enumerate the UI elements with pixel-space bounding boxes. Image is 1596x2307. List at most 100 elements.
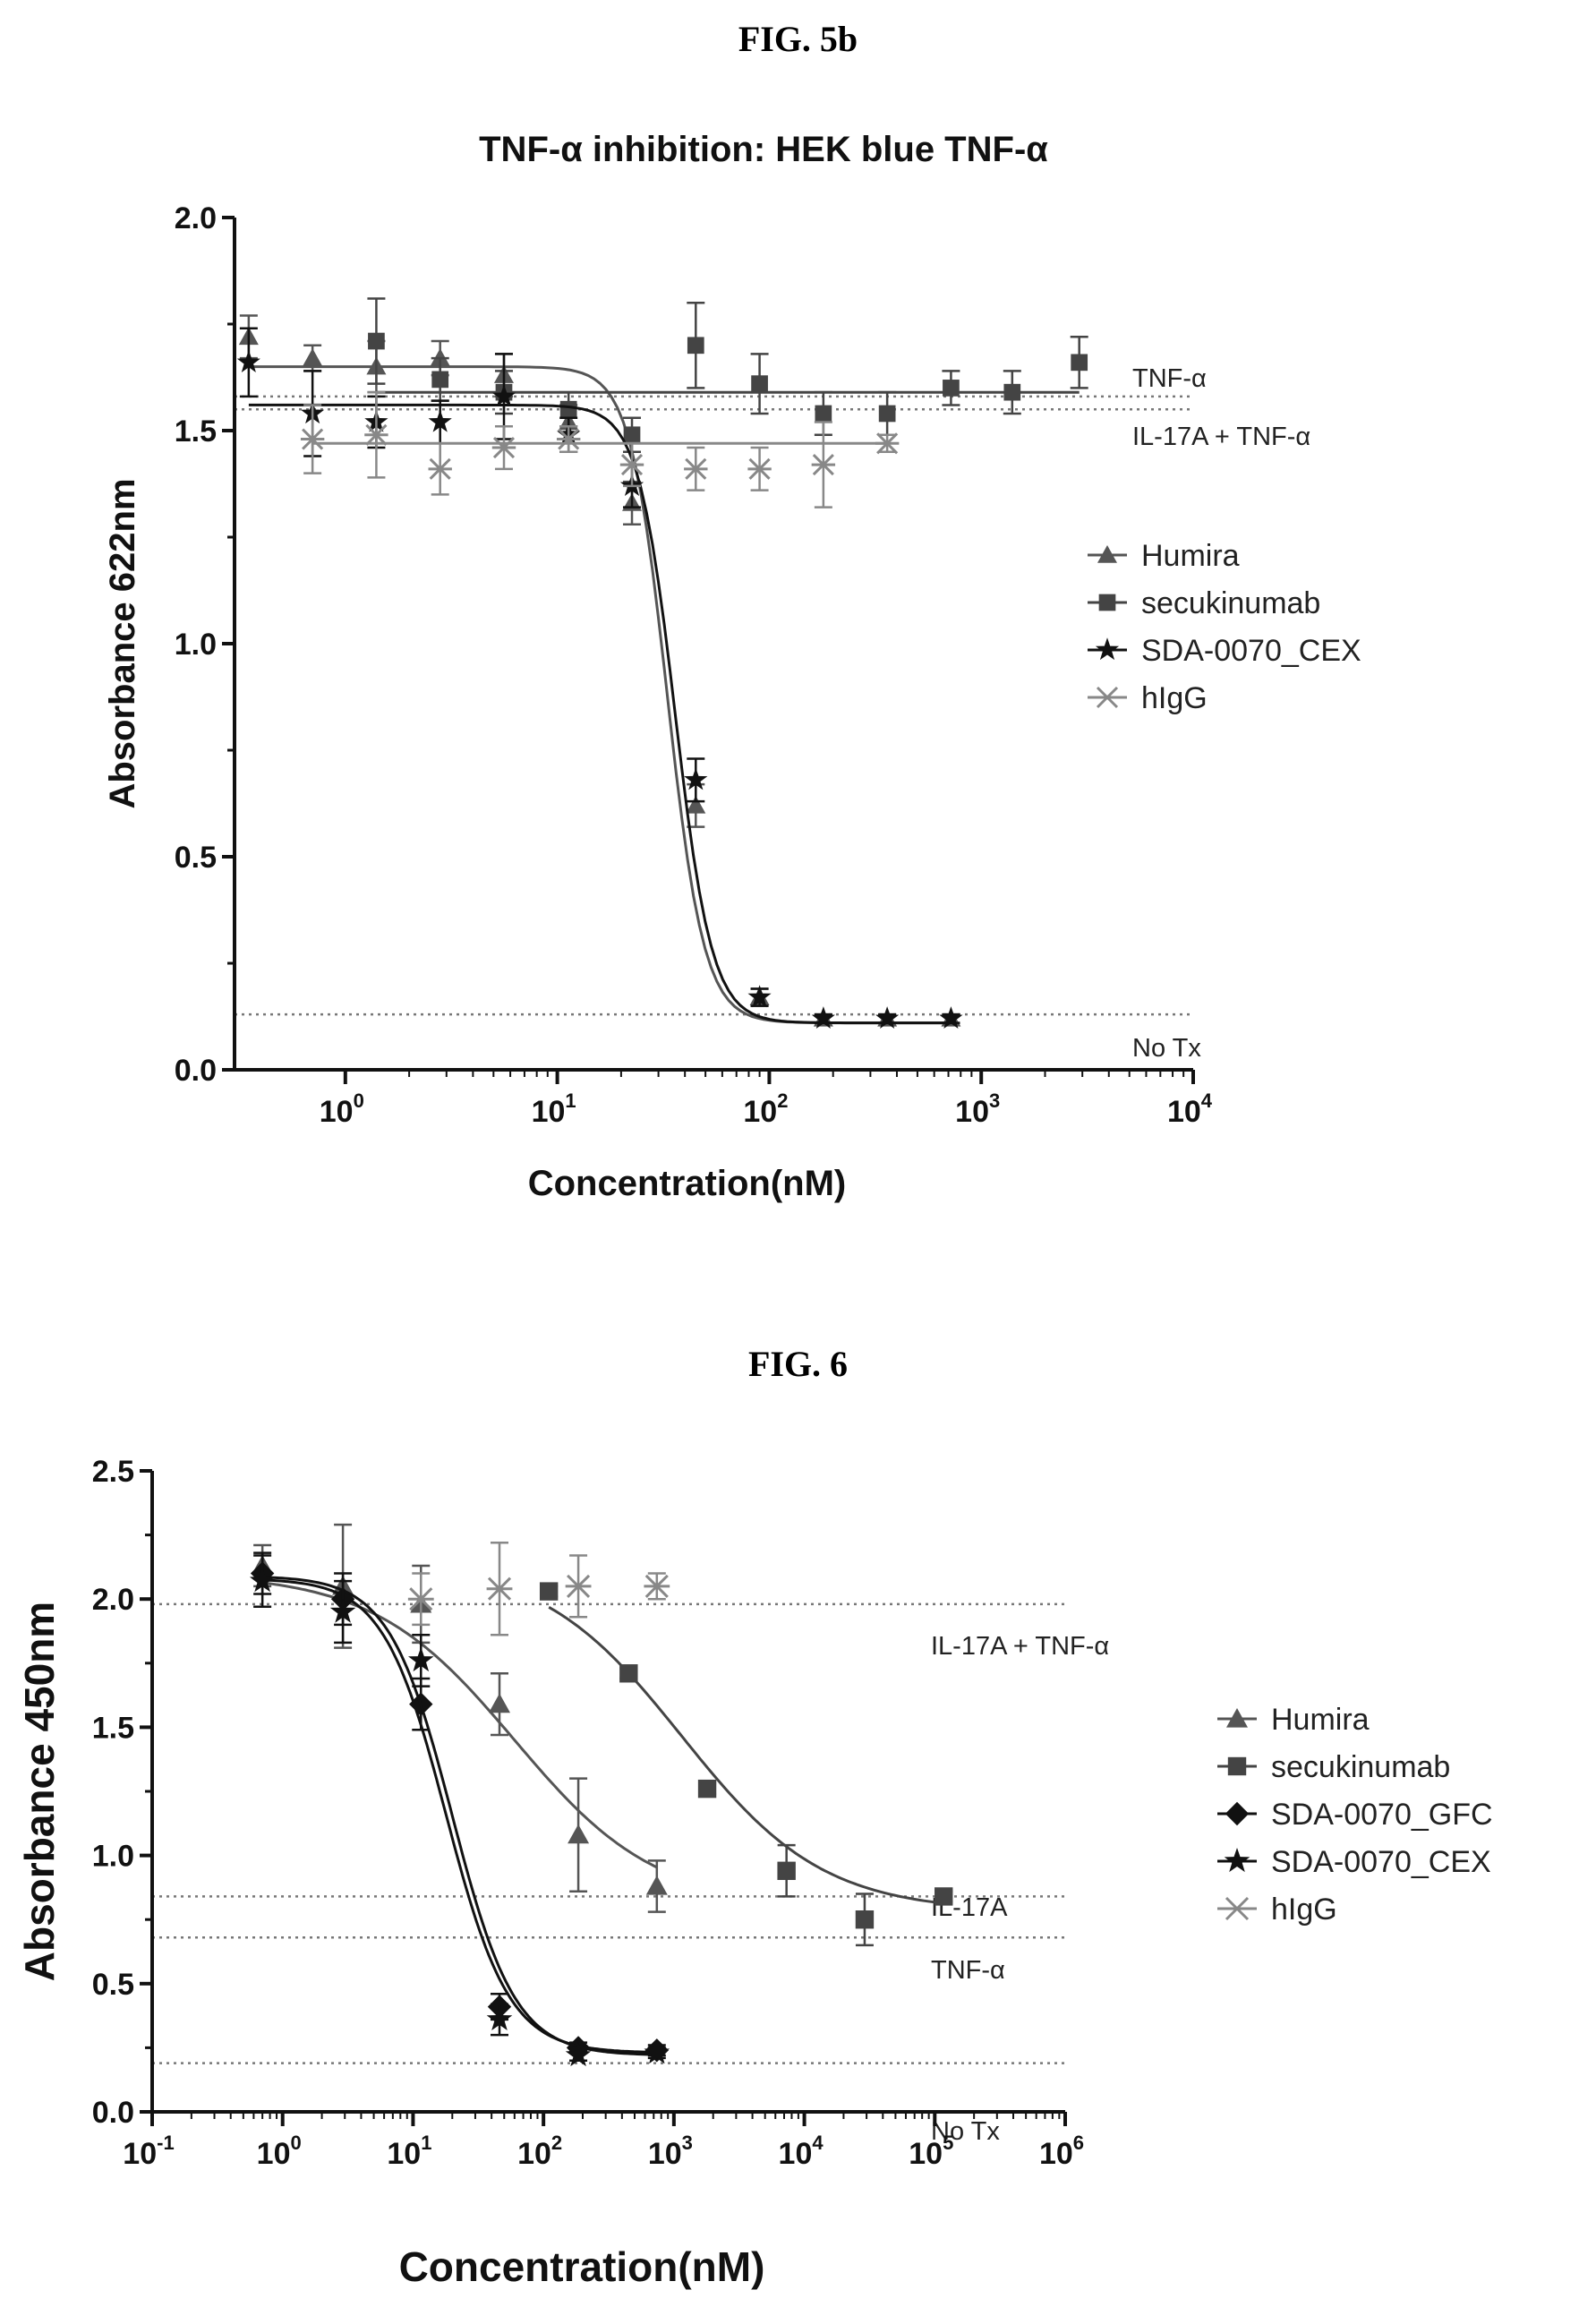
data-point-asterisk <box>811 454 836 476</box>
data-point-square <box>1071 354 1088 372</box>
data-point-triangle <box>645 1875 668 1895</box>
legend-label: hIgG <box>1141 681 1208 715</box>
chart-title: TNF-α inhibition: HEK blue TNF-α <box>479 130 1048 169</box>
data-point-asterisk <box>1224 1896 1250 1921</box>
data-point-asterisk <box>364 423 388 446</box>
legend-label: Humira <box>1271 1703 1370 1737</box>
data-point-square <box>1098 594 1116 611</box>
data-point-square <box>1227 1756 1247 1776</box>
data-point-star <box>747 985 772 1008</box>
x-tick-label: 100 <box>320 1089 364 1129</box>
data-point-star <box>428 409 452 432</box>
data-point-star <box>236 350 260 372</box>
x-tick-label: 104 <box>1167 1089 1213 1129</box>
x-tick-exponent: -1 <box>157 2132 175 2154</box>
data-point-square <box>935 1887 953 1906</box>
data-point-asterisk <box>619 454 644 476</box>
data-point-square <box>815 405 832 423</box>
reference-line-label: TNF-α <box>931 1956 1005 1985</box>
x-tick-label: 101 <box>532 1089 576 1129</box>
data-point-square <box>751 375 768 392</box>
data-point-asterisk <box>747 457 772 480</box>
data-point-star <box>329 1598 356 1623</box>
x-tick-label: 101 <box>387 2132 431 2171</box>
series-sda-0070-gfc <box>250 1551 670 2063</box>
data-point-star <box>491 384 516 406</box>
x-tick-base: 10 <box>1167 1095 1201 1129</box>
data-point-square <box>623 426 641 444</box>
x-tick-exponent: 0 <box>354 1089 364 1112</box>
data-point-star <box>249 1568 276 1593</box>
data-point-square <box>431 371 449 389</box>
data-point-diamond <box>1225 1801 1250 1826</box>
y-tick-label: 0.5 <box>175 841 217 875</box>
data-point-asterisk <box>556 428 581 450</box>
x-tick-base: 10 <box>779 2137 813 2171</box>
data-point-star <box>644 2039 670 2064</box>
x-tick-exponent: 2 <box>551 2132 562 2154</box>
y-axis-title: Absorbance 450nm <box>16 1602 63 1981</box>
data-point-star <box>486 2005 513 2030</box>
x-tick-base: 10 <box>257 2137 291 2171</box>
x-tick-label: 10-1 <box>123 2132 174 2171</box>
y-tick-label: 1.0 <box>175 628 217 662</box>
x-tick-label: 106 <box>1039 2132 1084 2171</box>
data-point-triangle <box>686 795 706 814</box>
x-tick-base: 10 <box>320 1095 354 1129</box>
data-point-square <box>619 1664 638 1683</box>
data-point-star <box>684 767 708 790</box>
y-tick-label: 0.0 <box>92 2096 134 2130</box>
x-axis-title: Concentration(nM) <box>528 1164 847 1203</box>
data-point-star <box>1095 637 1120 661</box>
figure-label: FIG. 5b <box>738 19 858 59</box>
data-point-square <box>878 405 896 423</box>
fit-curve <box>248 403 952 1025</box>
y-tick-label: 2.5 <box>92 1455 134 1489</box>
x-tick-label: 102 <box>743 1089 788 1129</box>
data-point-star <box>811 1006 835 1029</box>
x-tick-base: 10 <box>123 2137 157 2171</box>
x-tick-exponent: 4 <box>812 2132 824 2154</box>
y-tick-label: 1.5 <box>92 1711 134 1745</box>
reference-line-label: TNF-α <box>1132 364 1207 393</box>
data-point-triangle <box>1097 545 1117 563</box>
x-tick-exponent: 0 <box>291 2132 302 2154</box>
data-point-asterisk <box>300 428 325 450</box>
series-higg <box>300 390 900 508</box>
x-tick-exponent: 2 <box>777 1089 788 1112</box>
data-point-star <box>1224 1848 1250 1873</box>
data-point-triangle <box>1226 1708 1248 1728</box>
series-sda-0070-cex <box>236 327 963 1029</box>
data-point-square <box>777 1861 796 1880</box>
data-point-triangle <box>303 348 323 366</box>
chart-tnf-inhibition: TNF-α IL-17A + TNF-α No Tx 0.0 0.5 1.0 1.5 2.0 1… <box>103 201 1361 1203</box>
legend-label: Humira <box>1141 539 1240 573</box>
x-tick-exponent: 3 <box>682 2132 693 2154</box>
series-secukinumab <box>367 297 1088 454</box>
x-tick-base: 10 <box>648 2137 682 2171</box>
data-point-asterisk <box>491 436 516 459</box>
x-tick-base: 10 <box>532 1095 566 1129</box>
data-point-asterisk <box>565 1574 592 1598</box>
x-tick-exponent: 1 <box>565 1089 576 1112</box>
y-axis-title: Absorbance 622nm <box>103 478 142 808</box>
series-sda-0070-cex <box>249 1554 670 2067</box>
x-tick-label: 103 <box>955 1089 1000 1129</box>
legend-label: secukinumab <box>1271 1750 1450 1784</box>
data-point-square <box>855 1910 875 1929</box>
fit-curve <box>262 1578 657 2054</box>
data-point-triangle <box>489 1693 511 1713</box>
data-point-asterisk <box>684 457 708 480</box>
data-point-star <box>875 1006 900 1029</box>
data-point-asterisk <box>407 1587 434 1611</box>
x-axis-title: Concentration(nM) <box>399 2243 765 2290</box>
data-point-star <box>939 1006 963 1029</box>
x-tick-label: 100 <box>257 2132 302 2171</box>
data-point-square <box>539 1582 559 1601</box>
y-tick-label: 1.0 <box>92 1840 134 1874</box>
fit-curve <box>262 1576 657 2056</box>
series-humira <box>238 314 961 1027</box>
figure-label: FIG. 6 <box>747 1344 849 1384</box>
reference-line-label: IL-17A + TNF-α <box>1132 423 1310 451</box>
